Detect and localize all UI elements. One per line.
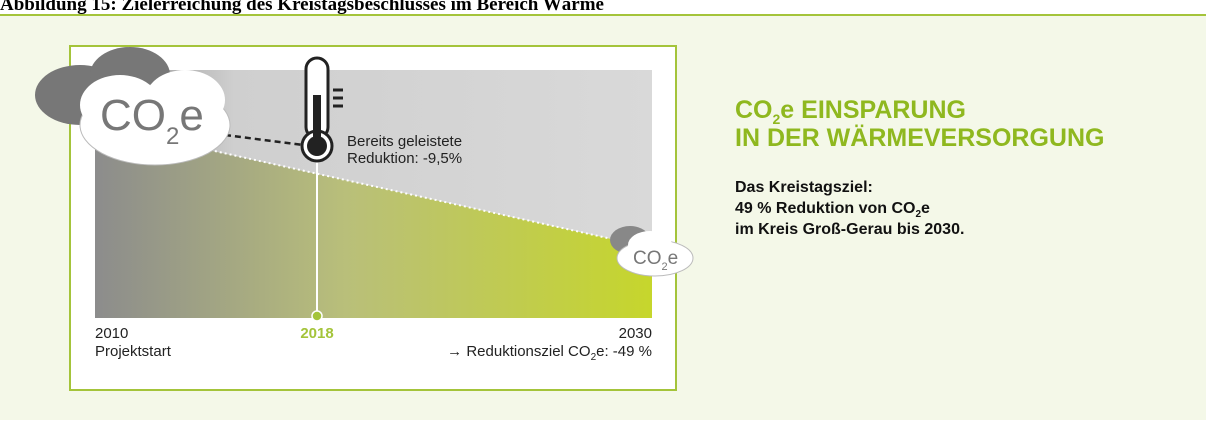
start-label: Projektstart — [95, 343, 172, 360]
reduction-area — [95, 125, 652, 318]
suffix: e EINSPARUNG — [780, 96, 966, 124]
side-text: 49 % Reduktion von CO2e — [735, 200, 930, 220]
side-title: IN DER WÄRMEVERSORGUNG — [735, 124, 1104, 152]
thermometer — [300, 56, 343, 163]
main: 49 % Reduktion von CO — [735, 200, 915, 217]
reduction-note: Bereits geleistete — [347, 133, 462, 150]
start-year: 2010 — [95, 325, 128, 342]
co: CO — [735, 96, 773, 124]
target-label: → Reduktionsziel CO2e: -49 % — [447, 343, 652, 363]
target-line — [209, 149, 631, 244]
sub: 2 — [662, 261, 668, 273]
caption: Abbildung 15: Zielerreichung des Kreista… — [0, 0, 604, 15]
suffix: e — [179, 91, 203, 140]
sub: 2 — [773, 111, 781, 127]
current-year: 2018 — [300, 325, 333, 342]
end-year: 2030 — [619, 325, 652, 342]
reduction-note: Reduktion: -9,5% — [347, 150, 462, 167]
sub: 2 — [166, 123, 179, 150]
cloud-large — [35, 47, 231, 166]
progress-line — [224, 133, 304, 147]
suffix: e — [921, 200, 930, 217]
co: CO — [100, 91, 166, 140]
side-text: im Kreis Groß-Gerau bis 2030. — [735, 221, 964, 238]
cloud-small-label: CO2e — [633, 248, 678, 273]
cloud-small — [610, 226, 694, 277]
year-dot — [311, 310, 323, 322]
sub: 2 — [591, 352, 597, 363]
co: CO — [633, 248, 662, 269]
suffix: e: -49 % — [596, 343, 652, 360]
sub: 2 — [915, 209, 921, 220]
side-text: Das Kreistagsziel: — [735, 179, 873, 196]
cloud-large-label: CO2e — [100, 91, 204, 150]
side-title: CO2e EINSPARUNG — [735, 96, 966, 127]
target-main: → Reduktionsziel CO — [447, 343, 590, 360]
suffix: e — [668, 248, 679, 269]
